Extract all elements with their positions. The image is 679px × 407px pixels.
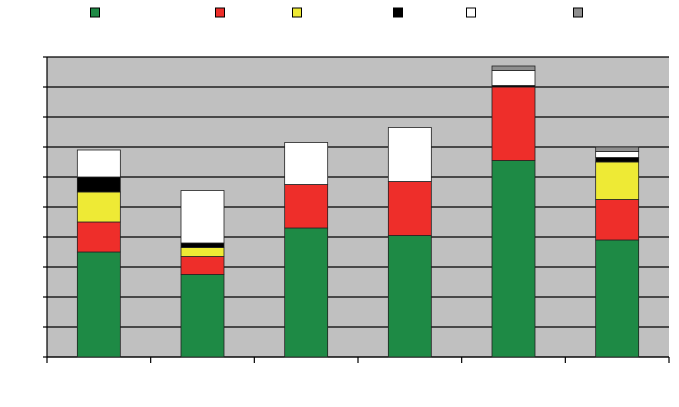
legend-swatch [466,7,476,18]
bar-segment [76,149,121,178]
bar-segment [284,227,329,358]
bar-segment [595,199,640,241]
bar-segment [387,181,432,236]
legend-swatch [292,7,302,18]
bar-segment [491,160,536,358]
bar-segment [491,70,536,86]
bar-segment [180,274,225,358]
bar-segment [76,191,121,223]
legend-swatch [573,7,583,18]
bar-segment [76,251,121,358]
bar-segment [595,161,640,200]
legend-swatch [393,7,403,18]
bar-segment [180,190,225,244]
bar-segment [284,142,329,185]
bar-segment [180,256,225,275]
bar-segment [595,146,640,152]
bar-segment [284,184,329,229]
bar-segment [595,151,640,158]
bar-segment [180,242,225,248]
bar-segment [595,239,640,358]
bar-segment [491,65,536,71]
legend-swatch [90,7,100,18]
bar-segment [491,86,536,161]
legend-swatch [215,7,225,18]
bar-segment [76,221,121,253]
bar-segment [76,176,121,193]
bar-segment [387,127,432,182]
bar-segment [180,247,225,257]
bar-segment [595,157,640,163]
bar-segment [387,235,432,358]
